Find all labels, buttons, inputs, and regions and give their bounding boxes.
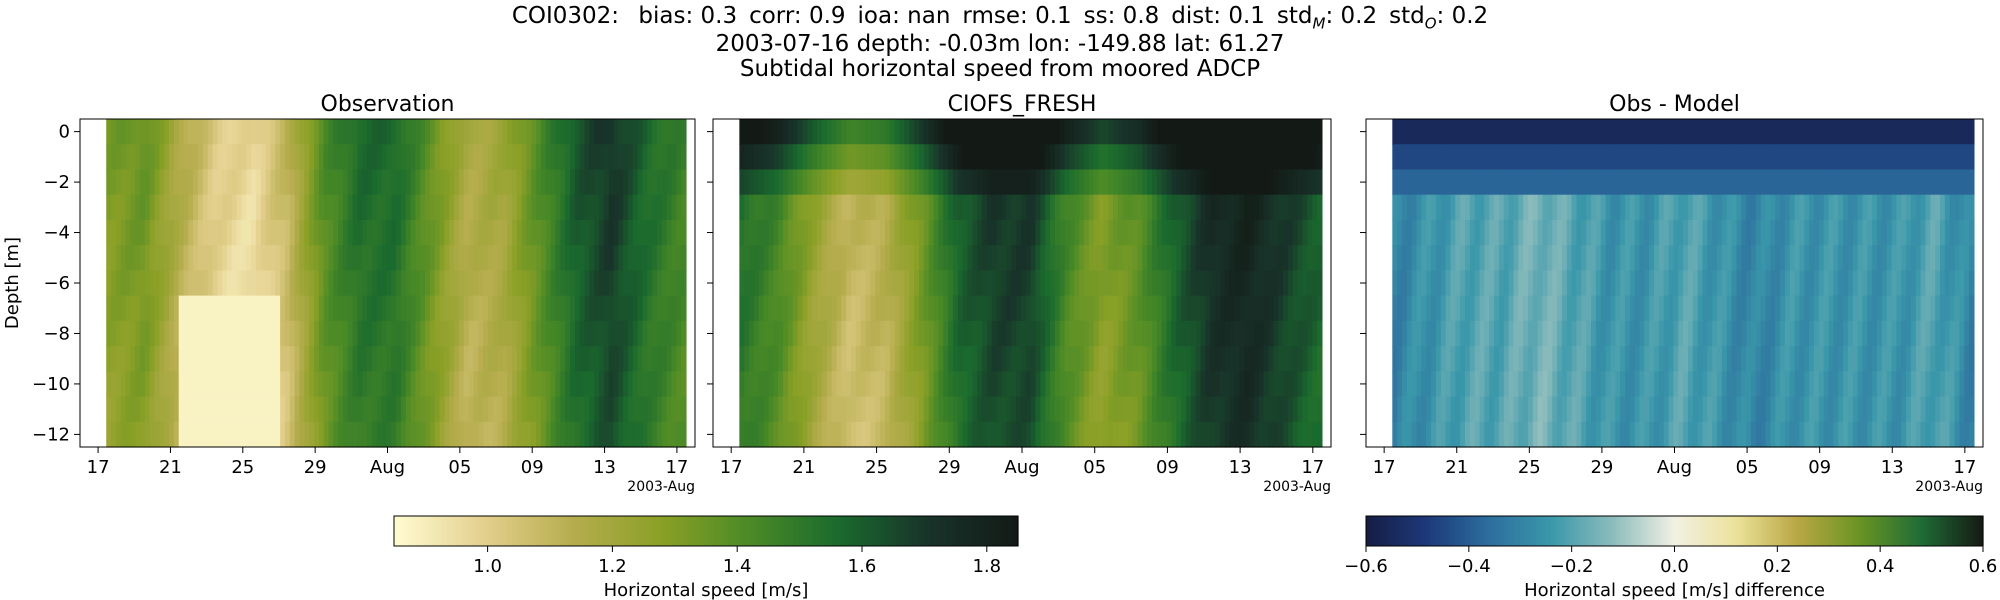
- x-tick-label: 21: [1445, 457, 1468, 478]
- colorbar-tick-label: 1.2: [598, 556, 627, 577]
- colorbar-label: Horizontal speed [m/s] difference: [1524, 580, 1825, 600]
- colorbar-1: 1.0 1.2 1.4 1.6 1.8 Horizontal speed [m/s]: [393, 515, 1019, 600]
- stat-rmse: rmse: 0.1: [962, 3, 1072, 29]
- x-tick-label: 09: [1808, 457, 1831, 478]
- heatmap-cells: [739, 119, 1323, 448]
- heatmap-cells: [1392, 119, 1975, 448]
- x-offset-label: 2003-Aug: [1915, 479, 1983, 495]
- stat-corr: corr: 0.9: [749, 3, 846, 29]
- stats-prefix: COI0302:: [511, 3, 620, 29]
- x-tick-label: 29: [304, 457, 327, 478]
- x-tick-label: 05: [1083, 457, 1106, 478]
- x-tick-label: 29: [1590, 457, 1613, 478]
- colorbar-tick-label: 1.6: [848, 556, 877, 577]
- colorbar-frame: [393, 515, 1019, 547]
- colorbar-tick-label: −0.6: [1344, 556, 1388, 577]
- y-tick-label: −6: [43, 273, 70, 294]
- stat-std-O: stdO: 0.2: [1389, 3, 1489, 33]
- colorbar-tick-label: 0.2: [1763, 556, 1792, 577]
- y-axis-label: Depth [m]: [2, 237, 23, 329]
- x-tick-label: 13: [593, 457, 616, 478]
- y-tick-label: −10: [32, 374, 70, 395]
- x-tick-label: 25: [865, 457, 888, 478]
- colorbar-tick-label: 0.4: [1866, 556, 1895, 577]
- x-tick-label: Aug: [1657, 457, 1692, 478]
- colorbar-label: Horizontal speed [m/s]: [604, 580, 809, 600]
- x-tick-label: 17: [87, 457, 110, 478]
- x-tick-label: 09: [521, 457, 544, 478]
- x-offset-label: 2003-Aug: [627, 479, 695, 495]
- colorbar-tick-label: −0.4: [1447, 556, 1491, 577]
- colorbar-tick-label: 0.0: [1660, 556, 1689, 577]
- x-tick-label: 17: [1373, 457, 1396, 478]
- x-offset-label: 2003-Aug: [1263, 479, 1331, 495]
- colorbar-tick-label: 0.6: [1969, 556, 1998, 577]
- x-tick-label: 05: [448, 457, 471, 478]
- x-tick-label: 25: [231, 457, 254, 478]
- y-tick-label: −12: [32, 424, 70, 445]
- colorbar-tick-label: 1.0: [473, 556, 502, 577]
- stats-items: bias: 0.3 corr: 0.9 ioa: nan rmse: 0.1 ss: 0…: [626, 3, 1489, 33]
- station-info-title: 2003-07-16 depth: -0.03m lon: -149.88 la…: [715, 31, 1285, 57]
- x-tick-label: 05: [1736, 457, 1759, 478]
- stat-ioa: ioa: nan: [857, 3, 951, 29]
- y-tick-label: −2: [43, 172, 70, 193]
- x-tick-label: Aug: [1004, 457, 1039, 478]
- y-tick-label: 0: [59, 122, 70, 143]
- panel-title: CIOFS_FRESH: [948, 92, 1097, 117]
- colorbar-2: −0.6 −0.4 −0.2 0.0 0.2 0.4 0.6 Horizontal speed…: [1344, 515, 1998, 600]
- colorbar-tick-label: 1.4: [723, 556, 752, 577]
- x-tick-label: 21: [159, 457, 182, 478]
- panel-title: Observation: [321, 92, 455, 117]
- x-tick-label: 09: [1156, 457, 1179, 478]
- x-tick-label: 25: [1518, 457, 1541, 478]
- colorbar-tick-label: −0.2: [1550, 556, 1594, 577]
- stats-title: COI0302: bias: 0.3 corr: 0.9 ioa: nan rmse:…: [0, 2, 2000, 38]
- colorbar-tick-label: 1.8: [972, 556, 1001, 577]
- figure-subtitle: Subtidal horizontal speed from moored AD…: [739, 56, 1261, 82]
- x-tick-label: 17: [1301, 457, 1324, 478]
- panel-title: Obs - Model: [1609, 92, 1740, 117]
- x-tick-label: 29: [938, 457, 961, 478]
- x-tick-label: 21: [792, 457, 815, 478]
- x-tick-label: Aug: [370, 457, 405, 478]
- stat-bias: bias: 0.3: [638, 3, 738, 29]
- stat-ss: ss: 0.8: [1083, 3, 1160, 29]
- y-tick-label: −4: [43, 223, 70, 244]
- y-tick-label: −8: [43, 323, 70, 344]
- stat-dist: dist: 0.1: [1171, 3, 1265, 29]
- heatmap-cells: [106, 119, 687, 448]
- x-tick-label: 17: [1953, 457, 1976, 478]
- stat-std-M: stdM: 0.2: [1276, 3, 1378, 33]
- panel-1: Observation 0 −2 −4 −6 −8 −10 −12 Depth [m] 17 21 2…: [2, 92, 696, 495]
- x-tick-label: 13: [1881, 457, 1904, 478]
- x-tick-label: 13: [1229, 457, 1252, 478]
- x-tick-label: 17: [720, 457, 743, 478]
- x-tick-label: 17: [665, 457, 688, 478]
